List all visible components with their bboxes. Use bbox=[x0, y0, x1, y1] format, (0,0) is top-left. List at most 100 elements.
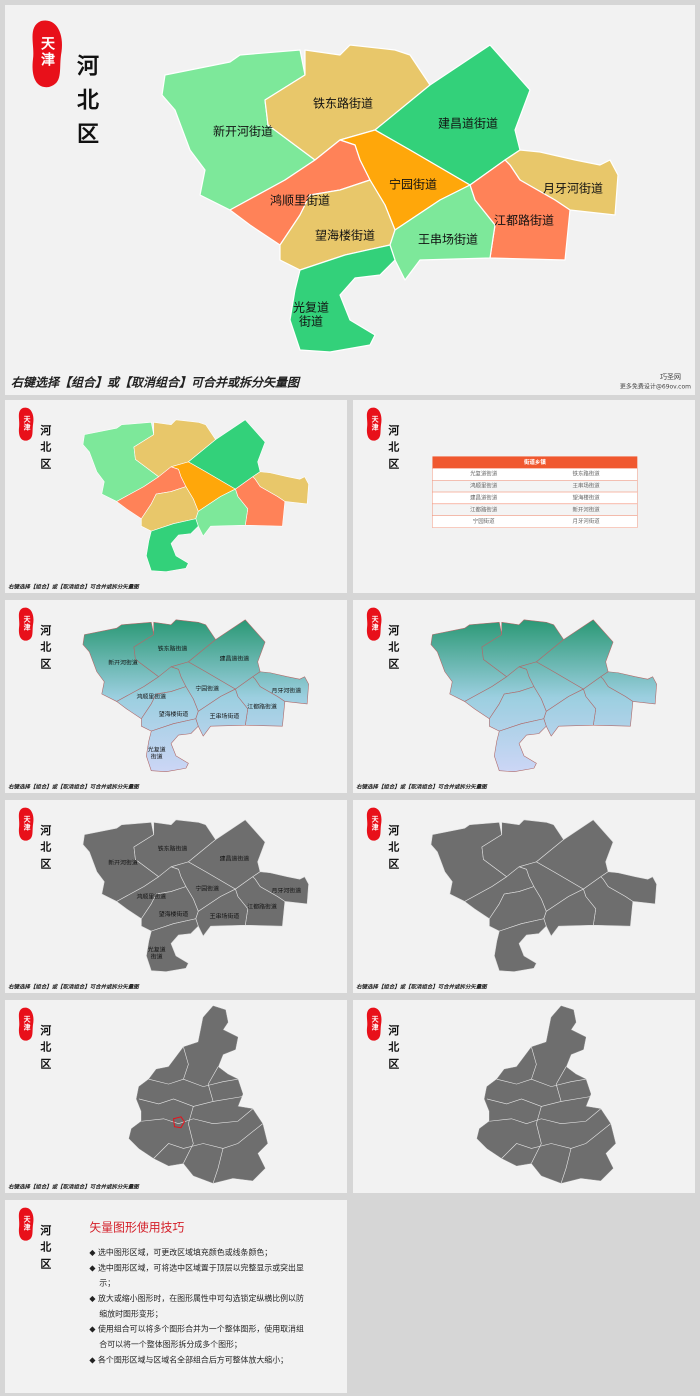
slide: 天津 河北区 右键选择【组合】或【取消组合】可合并或拆分矢量图 bbox=[353, 600, 695, 793]
boundary bbox=[212, 1148, 224, 1184]
region-label: 江都路街道 bbox=[247, 702, 277, 710]
badge-text: 天津 bbox=[370, 815, 378, 831]
region-label: 建昌道街道 bbox=[220, 854, 250, 862]
badge-text: 天津 bbox=[370, 1015, 378, 1031]
region-label: 新开河街道 bbox=[108, 658, 138, 666]
tip-item: ◆ 使用组合可以将多个图形合并为一个整体图形，使用取消组合可以将一个整体图形拆分… bbox=[89, 1324, 304, 1349]
region-label: 新开河街道 bbox=[213, 124, 273, 139]
boundary bbox=[489, 1108, 601, 1125]
district-name: 河北区 bbox=[387, 423, 400, 475]
slide: 天津 河北区 bbox=[353, 1000, 695, 1193]
table-cell: 铁东路街道 bbox=[573, 470, 601, 478]
district-map bbox=[430, 819, 657, 973]
table-cell: 江都路街道 bbox=[470, 505, 498, 513]
region-label: 江都路街道 bbox=[247, 902, 277, 910]
badge-shape bbox=[366, 407, 382, 441]
region bbox=[141, 486, 199, 532]
badge-shape bbox=[18, 807, 34, 841]
region-label: 月牙河街道 bbox=[543, 182, 603, 196]
badge-text: 天津 bbox=[22, 415, 30, 431]
region-label: 江都路街道 bbox=[494, 213, 554, 228]
region-label: 望海楼街道 bbox=[315, 228, 375, 243]
region-label: 建昌道街道 bbox=[220, 654, 250, 662]
region-label: 光复道 bbox=[148, 945, 166, 953]
tip-text: 使用组合可以将多个图形合并为一个整体图形，使用取消组合可以将一个整体图形拆分成多… bbox=[98, 1324, 304, 1349]
region bbox=[494, 918, 547, 973]
slide: 天津 河北区 右键选择【组合】或【取消组合】可合并或拆分矢量图 bbox=[5, 1000, 347, 1193]
badge-shape bbox=[18, 1007, 34, 1041]
boundary bbox=[555, 1066, 567, 1102]
badge-shape bbox=[32, 20, 63, 88]
table-cell: 王串场街道 bbox=[573, 482, 601, 490]
region-label: 望海楼街道 bbox=[159, 710, 189, 718]
badge-text: 天津 bbox=[22, 1015, 30, 1031]
district-name: 河北区 bbox=[39, 1023, 52, 1075]
region-label: 铁东路街道 bbox=[158, 644, 188, 652]
region-label: 宁园街道 bbox=[195, 885, 219, 893]
boundary bbox=[207, 1066, 219, 1102]
tip-item: ◆ 选中图形区域，可将选中区域置于顶层以完整显示或突出显示； bbox=[89, 1262, 304, 1288]
logo-sub: 更多免费设计@69ov.com bbox=[620, 383, 691, 391]
caption: 右键选择【组合】或【取消组合】可合并或拆分矢量图 bbox=[8, 784, 140, 791]
tip-item: ◆ 各个图形区域与区域名全部组合后方可整体放大缩小； bbox=[89, 1354, 289, 1365]
district-map bbox=[430, 619, 657, 773]
table-cell: 光复道街道 bbox=[470, 470, 498, 478]
badge-text: 天津 bbox=[370, 415, 378, 431]
caption: 右键选择【组合】或【取消组合】可合并或拆分矢量图 bbox=[8, 984, 140, 991]
district-name: 河北区 bbox=[39, 1223, 52, 1275]
table-header: 街道乡镇 bbox=[523, 458, 546, 466]
boundary bbox=[183, 1106, 194, 1164]
logo: 巧圣网 bbox=[660, 373, 681, 381]
badge-text: 天津 bbox=[22, 615, 30, 631]
table-cell: 月牙河街道 bbox=[573, 517, 601, 525]
region-label: 鸿顺里街道 bbox=[136, 692, 166, 700]
region-label: 宁园街道 bbox=[195, 685, 219, 693]
boundary bbox=[531, 1046, 537, 1080]
district-name: 河北区 bbox=[39, 823, 52, 875]
boundary bbox=[531, 1106, 542, 1164]
badge-shape bbox=[366, 607, 382, 641]
region-label: 王串场街道 bbox=[210, 912, 240, 920]
district-name: 河北区 bbox=[387, 1023, 400, 1075]
tips-list: ◆ 选中图形区域，可更改区域填充颜色或线条颜色； ◆ 选中图形区域，可将选中区域置… bbox=[89, 1245, 307, 1368]
district-name: 河北区 bbox=[73, 54, 99, 156]
badge-text: 天津 bbox=[22, 1215, 30, 1231]
table-row bbox=[432, 503, 638, 516]
slide: 天津 河北区 街道乡镇 光复道街道 铁东路街道 鸿顺里街道 王串场街道 建昌道街道 望海楼街道江… bbox=[353, 400, 695, 593]
region bbox=[146, 718, 199, 773]
region bbox=[489, 886, 547, 932]
boundary bbox=[486, 1096, 591, 1107]
table-cell: 建昌道街道 bbox=[470, 493, 498, 501]
region-label: 街道 bbox=[151, 952, 163, 960]
region bbox=[279, 179, 396, 271]
badge-text: 天津 bbox=[370, 615, 378, 631]
region-label: 光复道 bbox=[148, 745, 166, 753]
tips-box: ◆ 选中图形区域，可更改区域填充颜色或线条颜色； ◆ 选中图形区域，可将选中区域置… bbox=[89, 1245, 307, 1368]
slide: 天津 河北区 新开河街道 铁东路街道 建昌道街道 宁园街道 鸿顺里街道 望海楼街道 月牙河街道江… bbox=[5, 5, 695, 395]
badge-shape bbox=[366, 807, 382, 841]
region-label: 月牙河街道 bbox=[272, 687, 302, 695]
boundary bbox=[496, 1078, 586, 1087]
region-label: 王串场街道 bbox=[418, 233, 478, 247]
badge-text: 天津 bbox=[22, 815, 30, 831]
tip-text: 选中图形区域，可更改区域填充颜色或线条颜色； bbox=[98, 1247, 273, 1257]
slide: 天津 河北区 右键选择【组合】或【取消组合】可合并或拆分矢量图 bbox=[353, 800, 695, 993]
region-label: 新开河街道 bbox=[108, 858, 138, 866]
region-label: 街道 bbox=[151, 752, 163, 760]
region bbox=[141, 886, 199, 932]
slide: 天津 河北区 矢量图形使用技巧 ◆ 选中图形区域，可更改区域填充颜色或线条颜色； ◆ 选… bbox=[5, 1200, 347, 1393]
badge-shape bbox=[18, 607, 34, 641]
caption: 右键选择【组合】或【取消组合】可合并或拆分矢量图 bbox=[11, 376, 301, 390]
badge-shape bbox=[18, 407, 34, 441]
region-label: 宁园街道 bbox=[389, 177, 437, 192]
table-row bbox=[432, 515, 638, 528]
table-row bbox=[432, 480, 638, 493]
region-label: 建昌道街道 bbox=[438, 117, 498, 131]
